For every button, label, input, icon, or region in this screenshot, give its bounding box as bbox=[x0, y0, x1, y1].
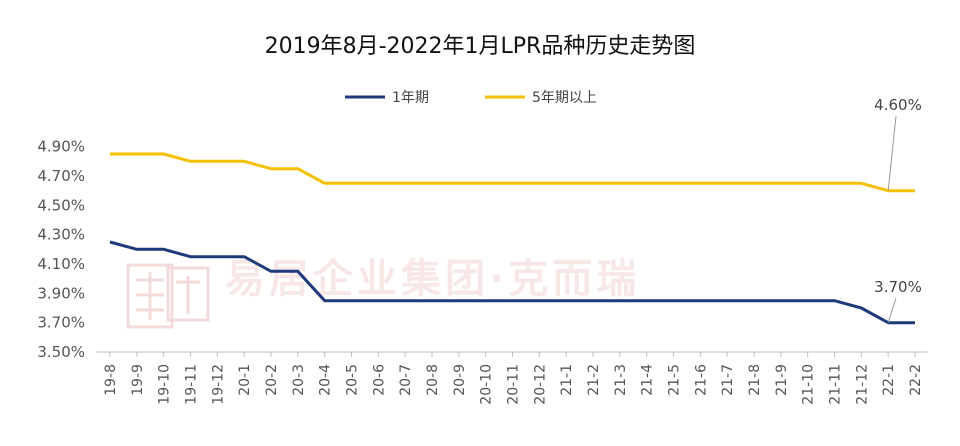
x-tick-label: 20-11 bbox=[506, 364, 522, 405]
legend: 1年期 5年期以上 bbox=[345, 90, 597, 106]
annotation-leader bbox=[887, 115, 897, 191]
x-tick-label: 21-2 bbox=[586, 364, 602, 396]
y-tick-label: 4.10% bbox=[37, 255, 85, 273]
y-tick-label: 3.70% bbox=[37, 314, 85, 332]
x-tick-label: 19-10 bbox=[157, 364, 173, 405]
x-tick-label: 20-3 bbox=[291, 364, 307, 396]
x-tick-label: 20-5 bbox=[345, 364, 361, 396]
x-tick-label: 19-12 bbox=[210, 364, 226, 405]
x-tick-label: 21-8 bbox=[747, 364, 763, 396]
x-tick-label: 20-6 bbox=[371, 364, 387, 396]
legend-label: 1年期 bbox=[392, 90, 429, 106]
series-layer bbox=[109, 152, 915, 325]
annotation-label: 4.60% bbox=[874, 96, 922, 114]
x-tick-label: 21-9 bbox=[774, 364, 790, 396]
x-tick-label: 21-11 bbox=[828, 364, 844, 405]
series-line-5-year bbox=[110, 152, 915, 193]
y-tick-label: 3.50% bbox=[37, 343, 85, 361]
x-tick-label: 21-5 bbox=[667, 364, 683, 396]
x-tick-label: 20-2 bbox=[264, 364, 280, 396]
watermark-text: 易居企业集团·克而瑞 bbox=[225, 256, 640, 302]
x-tick-label: 20-7 bbox=[398, 364, 414, 396]
x-tick-label: 22-1 bbox=[881, 364, 897, 396]
x-tick-label: 20-8 bbox=[425, 364, 441, 396]
annotations: 4.60% 3.70% bbox=[874, 96, 922, 323]
x-tick-label: 21-1 bbox=[559, 364, 575, 396]
chart-title: 2019年8月-2022年1月LPR品种历史走势图 bbox=[265, 34, 696, 59]
x-tick-label: 21-6 bbox=[693, 364, 709, 396]
annotation-leader bbox=[887, 297, 897, 323]
annotation-label: 3.70% bbox=[874, 278, 922, 296]
watermark: 易居企业集团·克而瑞 bbox=[126, 256, 640, 329]
x-tick-label: 21-10 bbox=[801, 364, 817, 405]
y-tick-label: 4.70% bbox=[37, 167, 85, 185]
watermark-logo bbox=[126, 263, 210, 329]
x-tick-label: 20-12 bbox=[532, 364, 548, 405]
x-tick-label: 19-11 bbox=[184, 364, 200, 405]
series-line-1-year bbox=[109, 240, 915, 325]
y-tick-label: 4.90% bbox=[37, 138, 85, 156]
x-axis: 19-8 19-9 19-10 19-11 19-12 20-1 20-2 20-3 20-4 2… bbox=[96, 351, 928, 405]
x-tick-label: 22-2 bbox=[908, 364, 924, 396]
y-axis: 3.50% 3.70% 3.90% 4.10% 4.30% 4.50% 4.70% 4.90% bbox=[37, 138, 85, 361]
x-tick-label: 21-12 bbox=[854, 364, 870, 405]
x-tick-label: 20-10 bbox=[479, 364, 495, 405]
legend-label: 5年期以上 bbox=[532, 90, 597, 106]
x-tick-label: 20-9 bbox=[452, 364, 468, 396]
x-tick-label: 20-4 bbox=[318, 364, 334, 396]
x-tick-label: 21-3 bbox=[613, 364, 629, 396]
x-tick-label: 19-8 bbox=[103, 364, 119, 396]
x-tick-label: 19-9 bbox=[130, 364, 146, 396]
x-tick-label: 21-4 bbox=[640, 364, 656, 396]
x-tick-label: 20-1 bbox=[237, 364, 253, 396]
y-tick-label: 4.50% bbox=[37, 196, 85, 214]
y-tick-label: 4.30% bbox=[37, 226, 85, 244]
x-tick-label: 21-7 bbox=[720, 364, 736, 396]
y-tick-label: 3.90% bbox=[37, 284, 85, 302]
